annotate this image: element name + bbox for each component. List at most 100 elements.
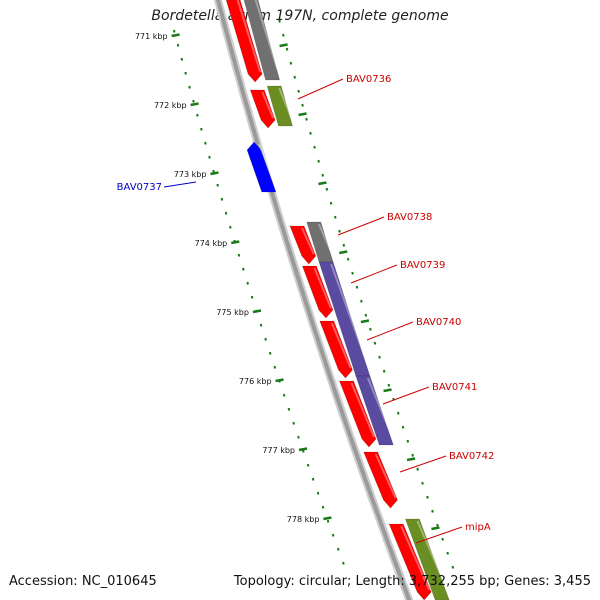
minor-tick <box>373 341 377 345</box>
minor-tick <box>289 61 293 65</box>
minor-tick <box>172 29 176 33</box>
minor-tick <box>364 313 368 317</box>
minor-tick <box>305 117 308 121</box>
gene-labels: BAV0736 BAV0737 BAV0738 BAV0739 BAV0740 BAV07… <box>117 74 494 544</box>
minor-tick <box>326 519 330 523</box>
tick-label: 773 kbp <box>174 170 207 179</box>
minor-tick <box>292 421 295 425</box>
forward-gene <box>388 523 432 600</box>
minor-tick <box>293 75 297 79</box>
minor-tick <box>309 131 312 135</box>
gene-leader-line <box>350 264 398 284</box>
outer-tick-track <box>278 19 455 569</box>
minor-tick <box>451 565 455 569</box>
minor-tick <box>224 211 228 215</box>
minor-tick <box>421 481 424 485</box>
forward-gene <box>249 89 276 129</box>
minor-tick <box>268 351 272 355</box>
genome-backbone <box>213 0 414 600</box>
minor-tick <box>426 495 429 499</box>
minor-tick <box>360 299 363 303</box>
minor-tick <box>378 355 381 359</box>
gene-highlight <box>330 263 369 367</box>
minor-tick <box>338 229 341 233</box>
major-tick <box>275 378 284 383</box>
cog-gene-gray <box>243 0 280 81</box>
minor-tick <box>387 383 391 387</box>
minor-tick <box>278 19 281 23</box>
minor-tick <box>192 99 195 103</box>
gene-leader-line <box>297 78 344 100</box>
gene-highlight <box>416 520 449 591</box>
minor-tick <box>382 369 386 373</box>
minor-tick <box>342 243 346 247</box>
minor-tick <box>297 89 300 93</box>
gene-label: BAV0739 <box>400 260 445 271</box>
reverse-gene <box>246 141 277 193</box>
minor-tick <box>216 183 219 187</box>
minor-tick <box>220 197 224 201</box>
gene-highlight <box>261 91 275 119</box>
gene-label: mipA <box>465 522 491 533</box>
major-tick <box>318 181 327 186</box>
minor-tick <box>200 127 203 131</box>
minor-tick <box>316 491 320 495</box>
major-tick <box>171 33 180 38</box>
minor-tick <box>313 145 316 149</box>
major-tick <box>383 388 392 393</box>
gene-leader-line <box>382 386 430 405</box>
minor-tick <box>431 509 434 513</box>
gene-leader-line <box>415 526 463 544</box>
minor-tick <box>317 159 320 163</box>
gene-leader-line <box>337 216 385 236</box>
gene-leader-line <box>366 321 414 341</box>
minor-tick <box>301 103 304 107</box>
major-tick <box>323 516 332 521</box>
minor-tick <box>397 411 400 415</box>
gene-highlight <box>301 227 315 255</box>
gene-features <box>225 0 450 600</box>
major-tick <box>279 43 288 48</box>
tick-label: 776 kbp <box>239 377 272 386</box>
cog-gene-olive <box>266 85 293 127</box>
gene-highlight <box>366 377 393 436</box>
minor-tick <box>416 467 419 471</box>
minor-tick <box>208 155 211 159</box>
gene-leader-line <box>163 181 197 188</box>
major-tick <box>431 526 440 531</box>
gene-highlight <box>350 382 375 438</box>
major-tick <box>298 447 308 452</box>
tick-label: 775 kbp <box>216 308 249 317</box>
minor-tick <box>282 33 285 37</box>
major-tick <box>360 319 370 324</box>
tick-label: 772 kbp <box>154 101 187 110</box>
accession-text: Accession: NC_010645 <box>9 574 157 589</box>
forward-gene <box>289 225 317 265</box>
minor-tick <box>306 463 310 467</box>
gene-highlight <box>258 143 275 183</box>
minor-tick <box>196 113 199 117</box>
minor-tick <box>180 57 184 61</box>
minor-tick <box>204 141 207 145</box>
major-tick <box>210 171 219 176</box>
tick-label: 777 kbp <box>262 446 295 455</box>
minor-tick <box>369 327 372 331</box>
gene-label: BAV0737 <box>117 182 162 193</box>
gene-highlight <box>330 322 352 369</box>
gene-leader-line <box>399 455 447 473</box>
gene-label: BAV0742 <box>449 451 494 462</box>
gene-label: BAV0740 <box>416 317 461 328</box>
inner-tick-track <box>172 29 345 565</box>
forward-gene <box>301 265 334 319</box>
minor-tick <box>237 253 241 257</box>
cog-gene-olive <box>404 518 450 600</box>
minor-tick <box>355 285 359 289</box>
minor-tick <box>250 295 254 299</box>
gene-highlight <box>374 453 397 499</box>
minor-tick <box>446 551 449 555</box>
major-tick <box>298 112 307 117</box>
minor-tick <box>329 201 333 205</box>
gene-highlight <box>278 87 292 117</box>
tick-label: 774 kbp <box>195 239 228 248</box>
tick-label: 771 kbp <box>135 32 168 41</box>
